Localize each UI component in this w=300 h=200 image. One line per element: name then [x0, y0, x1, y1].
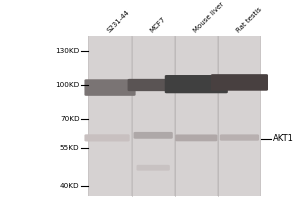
- Text: AKT1: AKT1: [273, 134, 294, 143]
- Bar: [176, 36, 217, 196]
- FancyBboxPatch shape: [134, 132, 173, 139]
- Bar: [133, 36, 174, 196]
- Text: MCF7: MCF7: [149, 16, 167, 34]
- Text: Rat testis: Rat testis: [235, 6, 263, 34]
- Text: 40KD: 40KD: [60, 183, 80, 189]
- Text: 130KD: 130KD: [55, 48, 80, 54]
- FancyBboxPatch shape: [211, 74, 268, 91]
- FancyBboxPatch shape: [84, 79, 136, 96]
- FancyBboxPatch shape: [175, 134, 218, 141]
- FancyBboxPatch shape: [136, 165, 170, 171]
- Bar: [88, 36, 261, 196]
- FancyBboxPatch shape: [165, 75, 228, 93]
- FancyBboxPatch shape: [84, 134, 130, 141]
- Bar: [89, 36, 131, 196]
- Text: 55KD: 55KD: [60, 145, 80, 151]
- Text: 70KD: 70KD: [60, 116, 80, 122]
- Text: S231-44: S231-44: [106, 9, 130, 34]
- FancyBboxPatch shape: [220, 134, 259, 141]
- Bar: [219, 36, 260, 196]
- Text: 100KD: 100KD: [55, 82, 80, 88]
- Text: Mouse liver: Mouse liver: [192, 1, 225, 34]
- FancyBboxPatch shape: [128, 79, 185, 91]
